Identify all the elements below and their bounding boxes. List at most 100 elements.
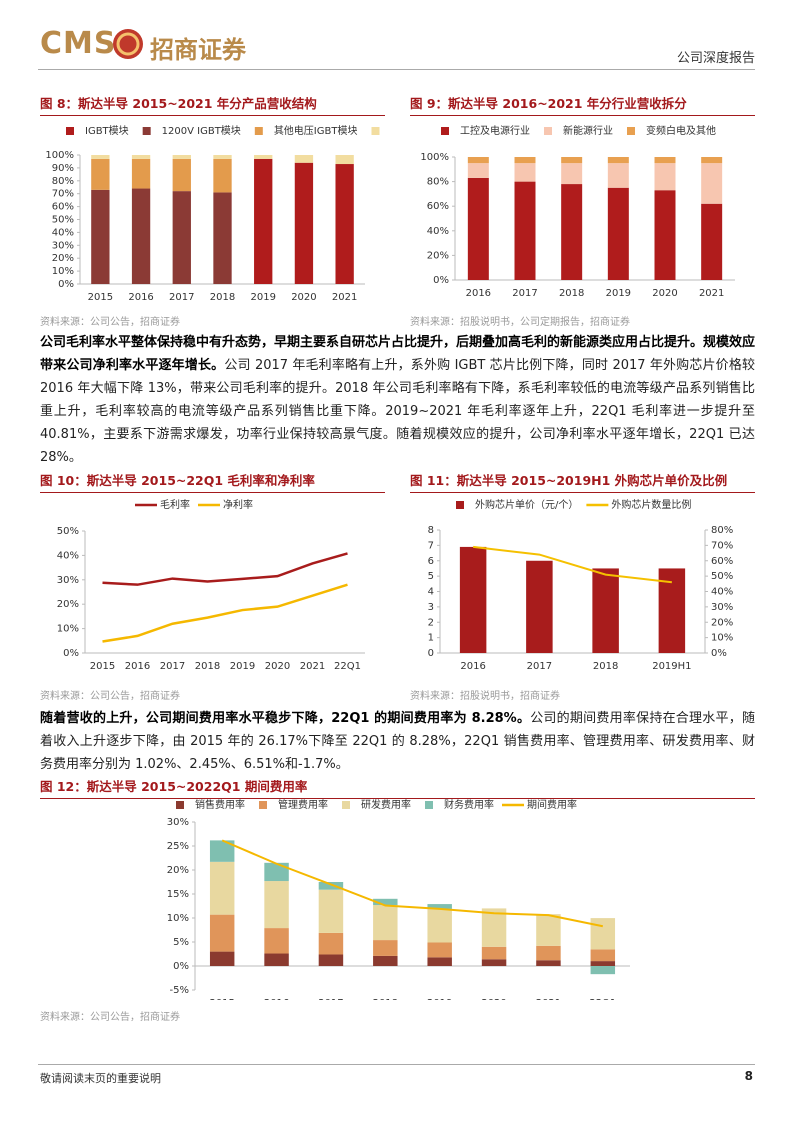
bar [264,862,289,882]
y-tick-label: 20% [167,865,189,876]
footer-rule [38,1064,755,1065]
x-tick-label: 2019 [606,288,631,299]
paragraph-text: 公司 2017 年毛利率略有上升，系外购 IGBT 芯片比例下降，同时 2017… [40,358,755,465]
x-tick-label: 2020 [652,288,677,299]
legend-label: 其他电压IGBT模块 [274,124,358,137]
y-tick-label: 4 [428,587,434,598]
y-tick-label: 60% [711,556,733,567]
y-tick-label: 50% [52,215,74,226]
figure-caption: 图 11：斯达半导 2015~2019H1 外购芯片单价及比例 [410,470,755,493]
bar [209,914,235,952]
legend-swatch [176,801,184,809]
bar [91,155,110,159]
legend-swatch [259,801,267,809]
bar [318,882,344,890]
bar [701,157,723,164]
legend-label: 销售费用率 [195,798,245,811]
legend-label: 1200V IGBT模块 [162,125,241,137]
bar [172,155,191,159]
y-tick-label: 0% [711,648,727,659]
bar [459,546,487,653]
y-tick-label: 70% [711,540,733,551]
x-tick-label: 2019H1 [652,661,691,672]
figure-source: 资料来源：公司公告，招商证券 [40,1012,180,1023]
bar [427,957,452,966]
y-tick-label: 80% [52,176,74,187]
bar [335,164,354,284]
bar [536,945,561,961]
chart: 0% 10% 20% 30% 40%50% 60% 70% 80% 90% 100% 2015 201… [45,124,380,303]
report-type: 公司深度报告 [676,51,755,66]
legend-label: 外购芯片单价（元/个） [475,498,578,511]
y-tick-label: 100% [420,152,449,163]
x-tick-label: 22Q1 [589,998,616,1000]
x-tick-label: 2016 [460,661,485,672]
y-tick-label: 8 [428,525,434,536]
bar [294,155,314,163]
bar [264,928,289,954]
bar [536,914,561,946]
bar [590,918,616,950]
bar [658,568,686,653]
bar [131,188,151,284]
y-tick-label: 25% [167,841,189,852]
x-tick-label: 2015 [88,292,113,303]
bar [318,889,344,933]
bar [213,155,232,159]
bar [213,158,232,193]
legend-label: 期间费用率 [527,798,577,811]
y-tick-label: 80% [427,177,449,188]
y-tick-label: 0% [173,961,189,972]
bar [561,157,583,164]
bar [514,157,536,164]
bar [514,181,536,280]
bar [294,162,314,284]
bar [254,155,273,159]
x-tick-label: 2018 [210,292,235,303]
legend-swatch [544,127,552,135]
x-tick-label: 2016 [264,998,289,1000]
x-tick-label: 2016 [128,292,153,303]
legend-swatch [254,127,263,135]
bar [590,961,616,966]
y-tick-label: 40% [57,550,79,561]
paragraph-lead: 随着营收的上升，公司期间费用率水平稳步下降，22Q1 的期间费用率为 8.28%… [40,711,531,726]
y-tick-label: 0% [433,275,449,286]
bar [654,163,676,191]
x-tick-label: 2017 [169,292,194,303]
legend-label: 研发费用率 [361,798,411,811]
figure-caption: 图 12：斯达半导 2015~2022Q1 期间费用率 [40,776,755,799]
y-tick-label: 50% [711,571,733,582]
bar [318,932,344,955]
chart: 0% 20% 40% 60% 80% 100% 2016 2017 2018 2019 2020 20… [420,124,735,299]
x-tick-label: 2018 [559,288,584,299]
y-tick-label: 30% [57,575,79,586]
figure-caption: 图 10：斯达半导 2015~22Q1 毛利率和净利率 [40,470,385,493]
x-tick-label: 2021 [536,998,561,1000]
y-tick-label: 80% [711,525,733,536]
x-tick-label: 2015 [90,661,115,672]
line [102,583,348,643]
bar [213,192,232,284]
bar [91,189,110,284]
line [473,545,672,584]
bar [209,840,235,862]
bar [254,158,273,284]
x-tick-label: 2019 [230,661,255,672]
y-tick-label: 0% [58,279,74,290]
bar [481,946,507,960]
bar [701,163,723,204]
bar [467,163,489,178]
y-tick-label: 6 [428,556,434,567]
y-tick-label: 10% [52,266,74,277]
paragraph: 随着营收的上升，公司期间费用率水平稳步下降，22Q1 的期间费用率为 8.28%… [40,707,755,776]
bar [373,955,398,966]
bar [481,908,507,947]
legend-swatch [342,801,350,809]
x-tick-label: 2019 [250,292,275,303]
legend-label: 毛利率 [160,498,190,511]
figure-caption: 图 9：斯达半导 2016~2021 年分行业营收拆分 [410,93,755,116]
page-number: 8 [744,1069,753,1083]
